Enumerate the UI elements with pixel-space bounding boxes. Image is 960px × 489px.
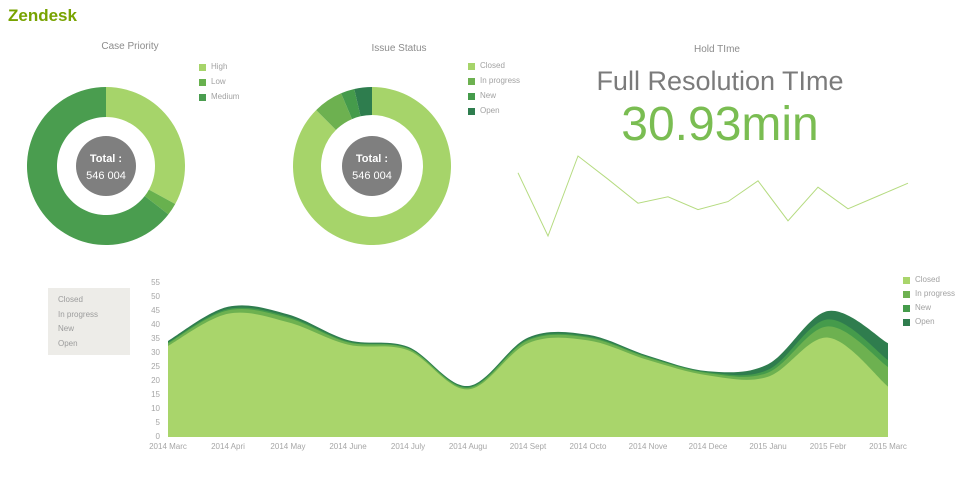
legend-label: Medium [211, 92, 240, 101]
series-filter-box: Closed In progress New Open [48, 288, 130, 355]
legend-swatch-closed [903, 276, 910, 284]
x-tick-label: 2014 June [329, 442, 367, 451]
segment-in-progress[interactable] [316, 93, 353, 130]
x-tick-label: 2015 Marc [869, 442, 907, 451]
total-circle [342, 136, 402, 196]
segment-closed[interactable] [293, 87, 452, 245]
legend-label: Open [480, 106, 500, 115]
filter-item-new[interactable]: New [58, 324, 75, 334]
tickets-area-chart[interactable] [168, 270, 888, 438]
filter-item-in-progress[interactable]: In progress [58, 309, 99, 319]
legend-item-in-progress[interactable]: In progress [903, 290, 955, 298]
legend-label: New [480, 91, 497, 100]
legend-label: Closed [480, 61, 505, 70]
legend-item-low[interactable]: Low [199, 78, 239, 86]
legend-label: High [211, 62, 228, 71]
zendesk-logo[interactable]: Zendesk [8, 6, 77, 25]
full-resolution-time-value: 30.93min [621, 98, 819, 151]
hold-time-title: Hold TIme [694, 44, 740, 55]
x-tick-label: 2014 Nove [628, 442, 668, 451]
issue-status-legend: Closed In progress New Open [468, 62, 520, 115]
total-label: Total : [90, 153, 122, 165]
legend-item-closed[interactable]: Closed [903, 276, 955, 284]
legend-swatch-in-progress [468, 77, 475, 85]
y-tick-label: 5 [155, 418, 160, 427]
hold-time-sparkline [517, 155, 909, 238]
x-tick-label: 2014 May [270, 442, 306, 451]
legend-item-closed[interactable]: Closed [468, 62, 520, 70]
legend-swatch-open [903, 318, 910, 326]
legend-swatch-high [199, 63, 206, 71]
x-tick-label: 2014 July [390, 442, 426, 451]
y-tick-label: 20 [151, 376, 160, 385]
legend-label: In progress [915, 289, 956, 298]
legend-swatch-new [468, 92, 475, 100]
legend-label: Closed [915, 275, 940, 284]
x-tick-label: 2014 Marc [149, 442, 187, 451]
x-tick-label: 2015 Febr [809, 442, 847, 451]
legend-item-open[interactable]: Open [903, 318, 955, 326]
issue-status-title: Issue Status [371, 43, 427, 54]
total-circle [76, 136, 136, 196]
timeline-legend: Closed In progress New Open [903, 276, 955, 326]
x-tick-label: 2014 Octo [569, 442, 607, 451]
legend-label: New [915, 303, 932, 312]
issue-status-donut-chart[interactable]: Total : 546 004 [292, 86, 452, 246]
filter-item-open[interactable]: Open [58, 339, 78, 349]
legend-item-new[interactable]: New [468, 92, 520, 100]
segment-low[interactable] [144, 189, 176, 215]
y-tick-label: 40 [151, 320, 160, 329]
legend-swatch-open [468, 107, 475, 115]
y-tick-label: 30 [151, 348, 160, 357]
legend-item-in-progress[interactable]: In progress [468, 77, 520, 85]
area-series-closed[interactable] [168, 312, 888, 437]
segment-new[interactable] [341, 89, 361, 120]
case-priority-donut-chart[interactable]: Total : 546 004 [26, 86, 186, 246]
legend-swatch-closed [468, 62, 475, 70]
filter-item-closed[interactable]: Closed [58, 294, 83, 304]
y-tick-label: 35 [151, 334, 160, 343]
y-tick-label: 15 [151, 390, 160, 399]
total-label: Total : [356, 153, 388, 165]
legend-item-high[interactable]: High [199, 63, 239, 71]
total-value: 546 004 [352, 170, 392, 182]
y-tick-label: 55 [151, 278, 160, 287]
full-resolution-time-label: Full Resolution TIme [596, 66, 844, 96]
sparkline-path [517, 155, 909, 238]
segment-medium[interactable] [26, 87, 169, 245]
legend-swatch-new [903, 304, 910, 312]
x-tick-label: 2014 Augu [448, 442, 488, 451]
legend-label: Low [211, 77, 226, 86]
x-tick-label: 2014 Dece [688, 442, 728, 451]
x-tick-label: 2015 Janu [749, 442, 787, 451]
y-tick-label: 10 [151, 404, 160, 413]
x-tick-label: 2014 Sept [509, 442, 547, 451]
case-priority-title: Case Priority [101, 41, 159, 52]
legend-label: In progress [480, 76, 521, 85]
legend-item-new[interactable]: New [903, 304, 955, 312]
legend-label: Open [915, 317, 935, 326]
y-tick-label: 25 [151, 362, 160, 371]
legend-item-open[interactable]: Open [468, 107, 520, 115]
y-tick-label: 0 [155, 432, 160, 441]
y-tick-label: 45 [151, 306, 160, 315]
case-priority-legend: High Low Medium [199, 63, 239, 101]
legend-item-medium[interactable]: Medium [199, 93, 239, 101]
segment-high[interactable] [106, 87, 186, 205]
legend-swatch-in-progress [903, 290, 910, 298]
legend-swatch-low [199, 78, 206, 86]
segment-open[interactable] [354, 87, 372, 117]
legend-swatch-medium [199, 93, 206, 101]
total-value: 546 004 [86, 170, 126, 182]
x-tick-label: 2014 Apri [211, 442, 245, 451]
y-tick-label: 50 [151, 292, 160, 301]
